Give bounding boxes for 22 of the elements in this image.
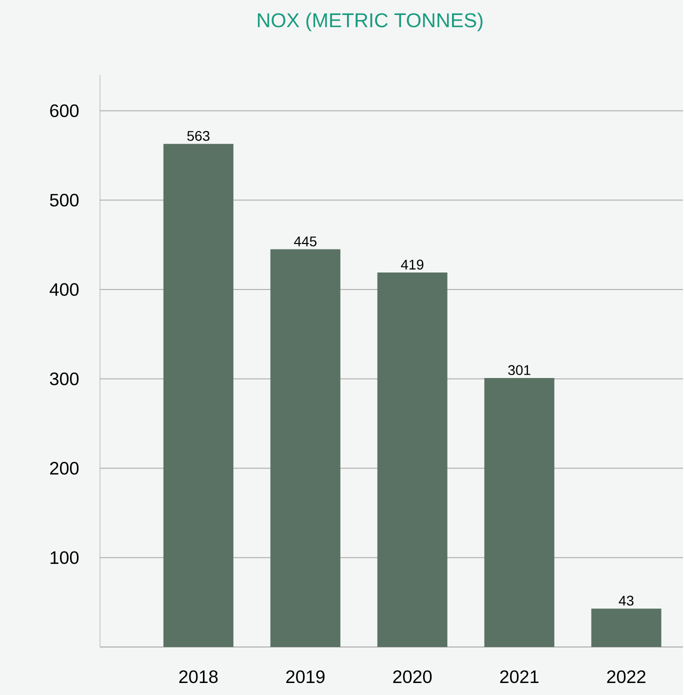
y-tick-label: 300 <box>50 372 79 386</box>
bar <box>484 378 555 647</box>
y-tick-label: 400 <box>50 283 79 296</box>
x-tick-label: 2018 <box>180 670 218 684</box>
data-label: 563 <box>188 130 210 141</box>
data-label: 419 <box>401 260 424 270</box>
x-tick-label: 2022 <box>607 670 646 684</box>
y-tick-label: 600 <box>50 104 79 118</box>
bar <box>592 608 662 647</box>
bar <box>270 249 341 647</box>
chart-title: NOX (METRIC TONNES) <box>258 12 483 32</box>
bar <box>378 272 448 647</box>
data-label: 301 <box>508 365 531 376</box>
x-tick-label: 2020 <box>393 670 432 684</box>
data-label: 445 <box>294 236 317 246</box>
y-tick-label: 500 <box>50 194 79 206</box>
x-tick-label: 2019 <box>286 670 325 684</box>
y-tick-label: 200 <box>50 462 79 475</box>
y-tick-label: 100 <box>50 551 79 564</box>
data-label: 43 <box>619 596 634 606</box>
x-tick-label: 2021 <box>500 670 539 684</box>
bar <box>164 144 234 647</box>
